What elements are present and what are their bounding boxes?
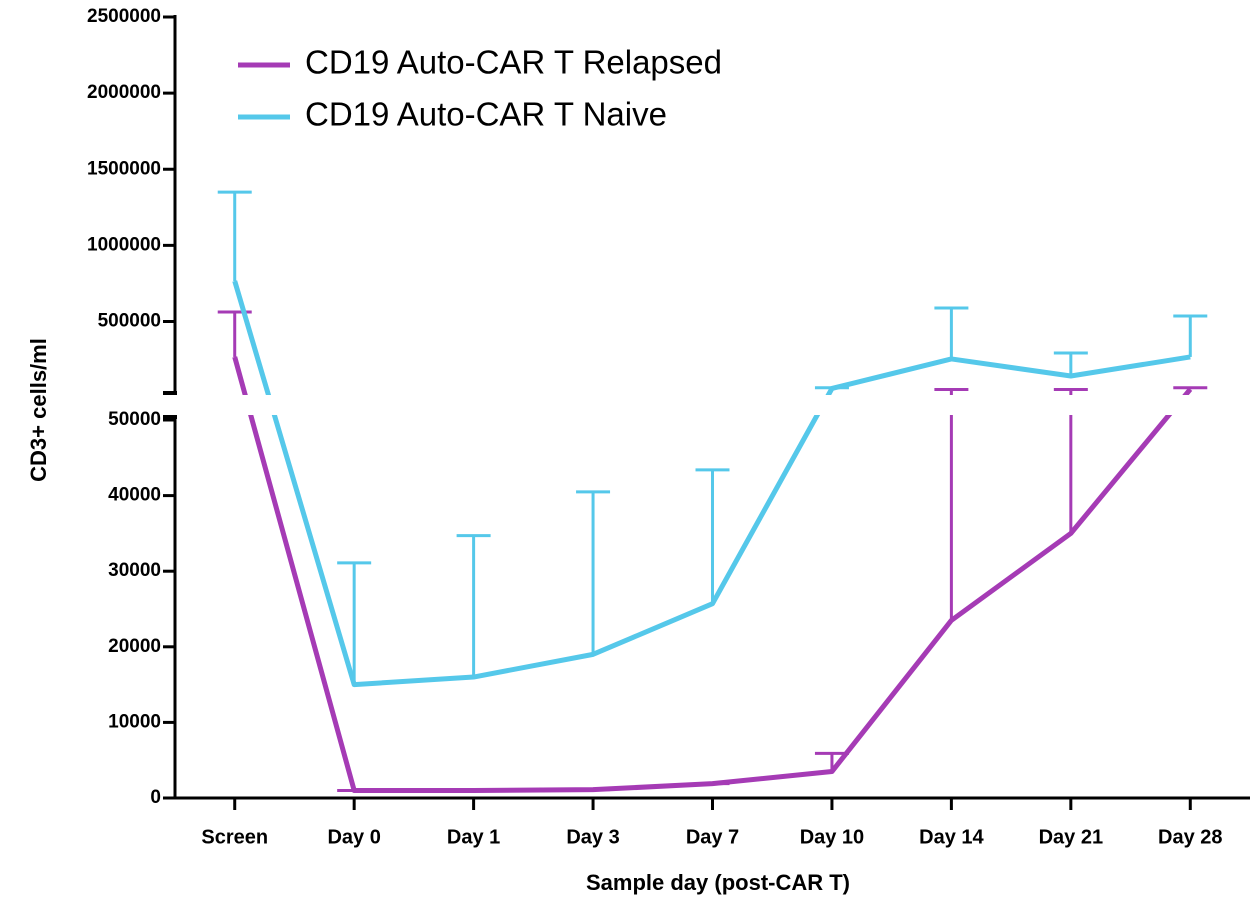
- y-tick-label: 30000: [108, 560, 161, 581]
- legend-label: CD19 Auto-CAR T Relapsed: [305, 44, 722, 81]
- y-tick-label: 0: [150, 787, 161, 808]
- legend-label: CD19 Auto-CAR T Naive: [305, 96, 667, 133]
- y-tick-label: 2000000: [87, 82, 161, 103]
- y-tick-label: 2500000: [87, 6, 161, 27]
- chart: CD3+ cells/ml Sample day (post-CAR T) 0 1…: [0, 0, 1258, 904]
- y-tick-label: 10000: [108, 711, 161, 732]
- y-tick-label: 1000000: [87, 234, 161, 255]
- x-axis-title: Sample day (post-CAR T): [586, 870, 850, 895]
- x-tick-label: Day 21: [1039, 826, 1104, 848]
- y-tick-label: 20000: [108, 636, 161, 657]
- y-tick-label: 1500000: [87, 158, 161, 179]
- y-tick-label: 500000: [98, 311, 161, 332]
- x-tick-label: Day 0: [327, 826, 380, 848]
- x-tick-label: Day 7: [686, 826, 739, 848]
- x-tick-label: Screen: [201, 826, 268, 848]
- x-tick-label: Day 14: [919, 826, 984, 848]
- y-tick-label: 50000: [108, 409, 161, 430]
- x-tick-label: Day 3: [566, 826, 619, 848]
- y-axis-title: CD3+ cells/ml: [26, 338, 51, 482]
- y-tick-label: 40000: [108, 485, 161, 506]
- x-tick-label: Day 1: [447, 826, 500, 848]
- x-tick-label: Day 10: [800, 826, 865, 848]
- axis-break-gap: [177, 395, 1252, 415]
- x-tick-label: Day 28: [1158, 826, 1223, 848]
